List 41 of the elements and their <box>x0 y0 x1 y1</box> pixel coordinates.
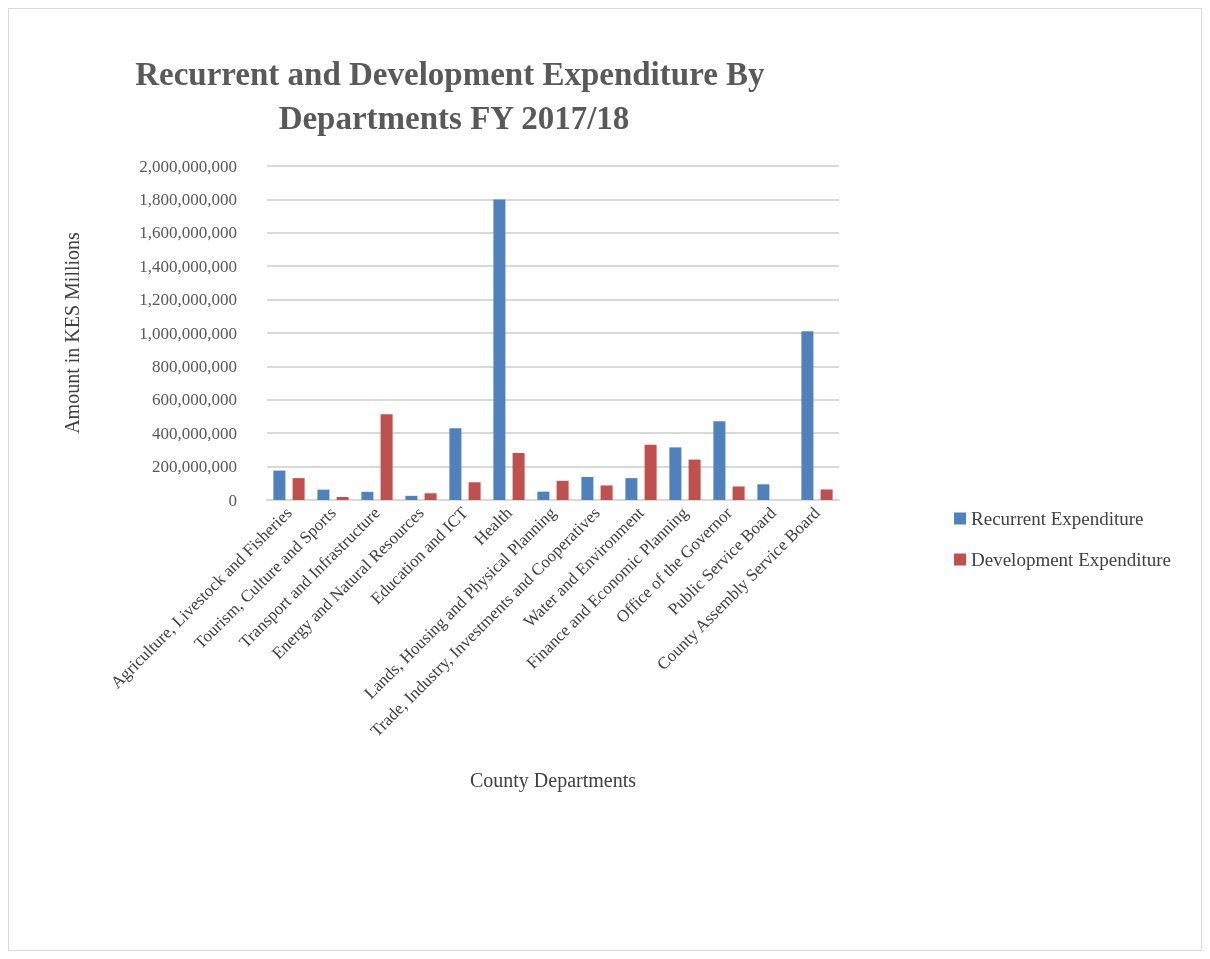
bar <box>317 489 330 500</box>
bar <box>713 421 726 500</box>
bar <box>556 480 569 500</box>
bar <box>820 489 833 500</box>
bar <box>801 331 814 500</box>
y-axis-title: Amount in KES Millions <box>61 231 83 434</box>
bar <box>512 452 525 500</box>
bar <box>449 428 462 500</box>
bar <box>424 493 437 500</box>
bar <box>600 485 613 500</box>
y-tick-label: 200,000,000 <box>152 457 237 477</box>
y-tick-label: 1,800,000,000 <box>139 189 237 209</box>
bar <box>732 486 745 500</box>
y-tick-label: 0 <box>228 490 237 510</box>
x-axis-title: County Departments <box>469 769 637 792</box>
bar <box>581 476 594 500</box>
bar <box>537 491 550 500</box>
bar <box>757 484 770 500</box>
y-tick-label: 800,000,000 <box>152 356 237 376</box>
bar <box>688 459 701 500</box>
y-tick-label: 400,000,000 <box>152 423 237 443</box>
bar <box>380 414 393 500</box>
bar <box>336 496 349 500</box>
y-tick-label: 1,400,000,000 <box>139 256 237 276</box>
bar <box>669 447 682 500</box>
y-tick-label: 600,000,000 <box>152 390 237 410</box>
bar <box>292 478 305 500</box>
legend-label: Recurrent Expenditure <box>971 508 1144 529</box>
bar <box>493 199 506 500</box>
chart-title: Recurrent and Development Expenditure By Departments FY 2017/18 <box>135 56 773 136</box>
legend-label: Development Expenditure <box>971 549 1171 570</box>
bar <box>273 470 286 500</box>
bar <box>405 495 418 500</box>
y-tick-label: 1,200,000,000 <box>139 290 237 310</box>
y-tick-label: 2,000,000,000 <box>139 156 237 176</box>
bar <box>468 482 481 500</box>
y-tick-label: 1,600,000,000 <box>139 223 237 243</box>
bar <box>625 478 638 500</box>
bar <box>361 491 374 500</box>
bar <box>644 444 657 500</box>
y-tick-label: 1,000,000,000 <box>139 323 237 343</box>
